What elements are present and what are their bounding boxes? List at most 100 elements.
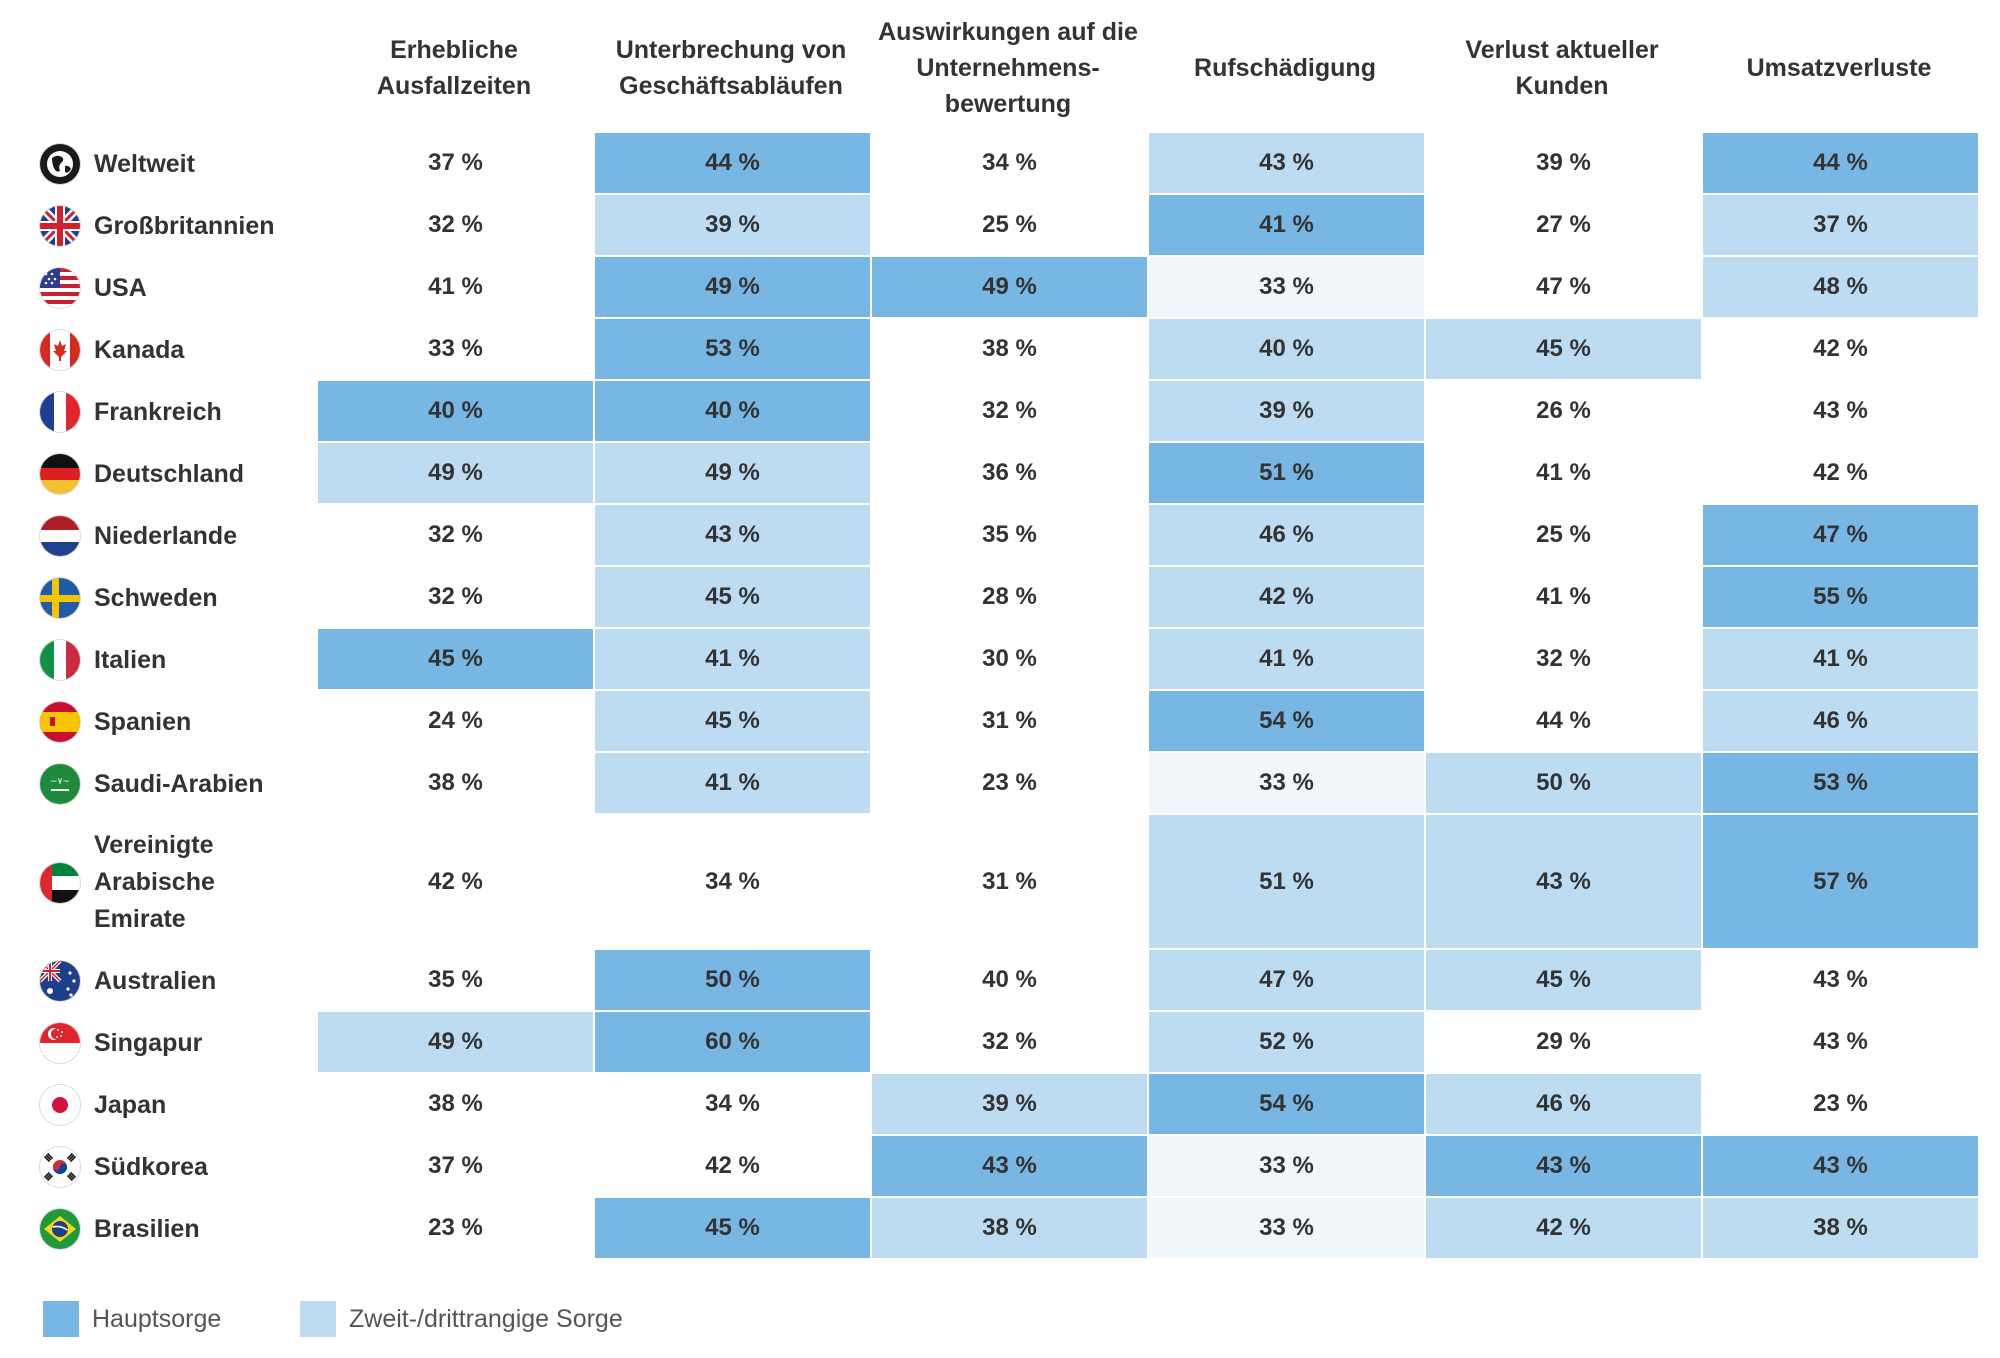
spain-flag-icon bbox=[40, 702, 80, 742]
table-cell: 40 % bbox=[982, 966, 1037, 993]
table-cell: 32 % bbox=[428, 521, 483, 548]
table-cell: 41 % bbox=[1536, 459, 1591, 486]
table-cell: 38 % bbox=[428, 769, 483, 796]
country-name: Saudi-Arabien bbox=[94, 769, 264, 798]
table-cell: 44 % bbox=[595, 133, 870, 193]
table-cell: 50 % bbox=[595, 950, 870, 1010]
table-cell: 37 % bbox=[428, 149, 483, 176]
row-label: Brasilien bbox=[40, 1198, 308, 1260]
france-flag-icon bbox=[40, 392, 80, 432]
column-header: Erhebliche Ausfallzeiten bbox=[376, 36, 532, 100]
table-cell: 43 % bbox=[595, 505, 870, 565]
column-header: Auswirkungen auf die Unternehmens-bewert… bbox=[878, 18, 1138, 118]
table-cell: 27 % bbox=[1536, 211, 1591, 238]
table-cell: 37 % bbox=[428, 1152, 483, 1179]
row-label: Niederlande bbox=[40, 505, 308, 567]
table-cell: 23 % bbox=[428, 1214, 483, 1241]
table-cell: 53 % bbox=[595, 319, 870, 379]
legend-label: Zweit-/drittrangige Sorge bbox=[349, 1304, 623, 1333]
country-name: Niederlande bbox=[94, 521, 238, 550]
table-cell: 40 % bbox=[1149, 319, 1424, 379]
row-label: Südkorea bbox=[40, 1136, 308, 1198]
column-header: Umsatzverluste bbox=[1746, 54, 1932, 82]
column-header: Verlust aktueller Kunden bbox=[1465, 36, 1659, 100]
table-cell: 33 % bbox=[1149, 1136, 1424, 1196]
table-cell: 41 % bbox=[595, 629, 870, 689]
legend-swatch bbox=[300, 1301, 336, 1337]
table-cell: 39 % bbox=[1149, 381, 1424, 441]
table-cell: 40 % bbox=[595, 381, 870, 441]
table-cell: 45 % bbox=[1426, 950, 1701, 1010]
table-cell: 51 % bbox=[1149, 443, 1424, 503]
country-name: Großbritannien bbox=[94, 211, 275, 240]
italy-flag-icon bbox=[40, 640, 80, 680]
table-cell: 39 % bbox=[595, 195, 870, 255]
table-cell: 32 % bbox=[982, 397, 1037, 424]
table-cell: 43 % bbox=[1813, 1028, 1868, 1055]
table-cell: 33 % bbox=[1149, 753, 1424, 813]
country-name: Kanada bbox=[94, 335, 185, 364]
table-cell: 45 % bbox=[595, 1198, 870, 1258]
table-cell: 32 % bbox=[428, 583, 483, 610]
table-cell: 40 % bbox=[318, 381, 593, 441]
table-cell: 45 % bbox=[595, 691, 870, 751]
country-name: Spanien bbox=[94, 707, 192, 736]
table-cell: 34 % bbox=[705, 867, 760, 895]
row-label: Weltweit bbox=[40, 133, 308, 195]
row-label: Schweden bbox=[40, 567, 308, 629]
table-cell: 43 % bbox=[1813, 397, 1868, 424]
table-cell: 38 % bbox=[428, 1090, 483, 1117]
saudi-arabia-flag-icon: ~٧~ bbox=[40, 764, 80, 804]
row-label: Japan bbox=[40, 1074, 308, 1136]
row-label: Spanien bbox=[40, 691, 308, 753]
table-cell: 32 % bbox=[1536, 645, 1591, 672]
table-cell: 43 % bbox=[1426, 1136, 1701, 1196]
table-cell: 32 % bbox=[428, 211, 483, 238]
table-cell: 38 % bbox=[872, 1198, 1147, 1258]
table-cell: 41 % bbox=[428, 273, 483, 300]
germany-flag-icon bbox=[40, 454, 80, 494]
svg-text:~٧~: ~٧~ bbox=[50, 777, 70, 787]
table-cell: 42 % bbox=[705, 1152, 760, 1179]
netherlands-flag-icon bbox=[40, 516, 80, 556]
country-name: Vereinigte Arabische Emirate bbox=[94, 831, 215, 933]
table-cell: 54 % bbox=[1149, 1074, 1424, 1134]
table-cell: 41 % bbox=[1536, 583, 1591, 610]
legend-item: Hauptsorge bbox=[43, 1301, 221, 1337]
table-cell: 49 % bbox=[595, 257, 870, 317]
country-name: Frankreich bbox=[94, 397, 222, 426]
table-cell: 24 % bbox=[428, 707, 483, 734]
table-cell: 47 % bbox=[1149, 950, 1424, 1010]
table-cell: 33 % bbox=[1149, 257, 1424, 317]
table-cell: 45 % bbox=[1426, 319, 1701, 379]
table-cell: 41 % bbox=[595, 753, 870, 813]
table-cell: 32 % bbox=[982, 1028, 1037, 1055]
country-name: Südkorea bbox=[94, 1152, 208, 1181]
australia-flag-icon bbox=[40, 961, 80, 1001]
legend-swatch bbox=[43, 1301, 79, 1337]
table-cell: 35 % bbox=[428, 966, 483, 993]
country-name: Schweden bbox=[94, 583, 218, 612]
table-cell: 26 % bbox=[1536, 397, 1591, 424]
table-cell: 52 % bbox=[1149, 1012, 1424, 1072]
row-label: Australien bbox=[40, 950, 308, 1012]
table-cell: 55 % bbox=[1703, 567, 1978, 627]
table-cell: 60 % bbox=[595, 1012, 870, 1072]
country-name: Weltweit bbox=[94, 149, 195, 178]
table-cell: 45 % bbox=[595, 567, 870, 627]
row-label: Frankreich bbox=[40, 381, 308, 443]
row-label: Deutschland bbox=[40, 443, 308, 505]
country-name: Australien bbox=[94, 966, 217, 995]
table-cell: 39 % bbox=[1536, 149, 1591, 176]
table-cell: 45 % bbox=[318, 629, 593, 689]
table-cell: 49 % bbox=[318, 443, 593, 503]
table-cell: 34 % bbox=[705, 1090, 760, 1117]
table-cell: 33 % bbox=[428, 335, 483, 362]
table-cell: 36 % bbox=[982, 459, 1037, 486]
row-label: Kanada bbox=[40, 319, 308, 381]
table-cell: 41 % bbox=[1149, 629, 1424, 689]
table-cell: 43 % bbox=[1813, 966, 1868, 993]
table-cell: 38 % bbox=[1703, 1198, 1978, 1258]
table-cell: 25 % bbox=[982, 211, 1037, 238]
